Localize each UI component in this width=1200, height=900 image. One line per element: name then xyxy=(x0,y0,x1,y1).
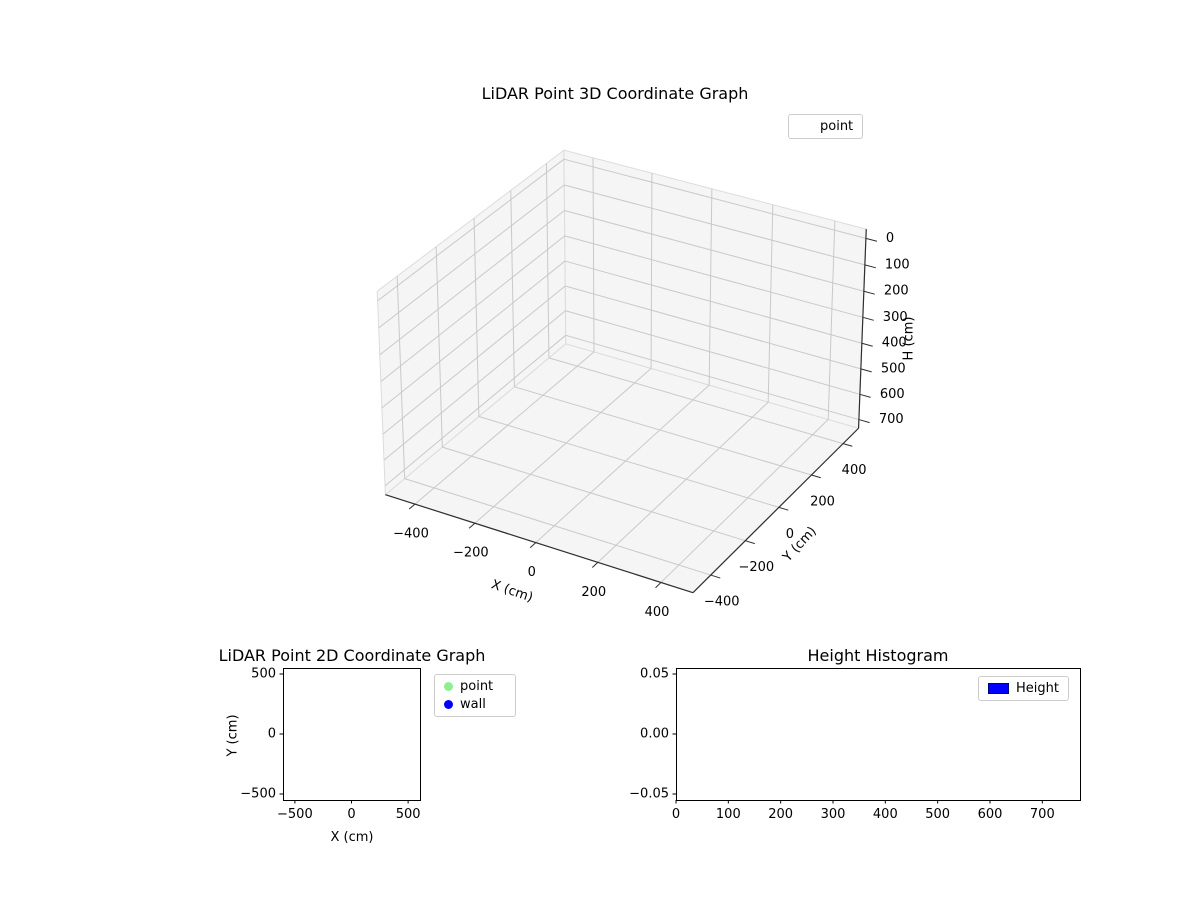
legend-item-wall: wall xyxy=(444,697,506,712)
svg-text:200: 200 xyxy=(810,495,835,510)
svg-text:0: 0 xyxy=(528,565,536,580)
svg-text:−200: −200 xyxy=(738,560,774,575)
plot3d-axes: −400 −200 0 200 400 −400 −200 0 200 400 0 100 200 300… xyxy=(376,149,910,620)
svg-text:600: 600 xyxy=(880,387,905,402)
svg-text:500: 500 xyxy=(925,807,950,822)
blank-marker-icon xyxy=(798,121,813,132)
svg-text:0: 0 xyxy=(672,807,680,822)
svg-text:−500: −500 xyxy=(240,787,276,802)
svg-text:400: 400 xyxy=(645,605,670,620)
svg-text:500: 500 xyxy=(396,807,421,822)
plot2d-axes: −500 0 500 −500 0 500 xyxy=(240,667,421,822)
histogram-legend: Height xyxy=(978,676,1069,701)
plot2d-yaxis-label: Y (cm) xyxy=(225,714,241,757)
svg-text:100: 100 xyxy=(885,257,910,272)
svg-text:0: 0 xyxy=(786,527,794,542)
legend-item-point: point xyxy=(798,119,853,134)
svg-text:0: 0 xyxy=(886,231,894,246)
svg-text:500: 500 xyxy=(251,667,276,682)
svg-text:0: 0 xyxy=(347,807,355,822)
legend-item-point: point xyxy=(444,679,506,694)
legend-item-height: Height xyxy=(988,681,1059,696)
plot3d-legend: point xyxy=(788,114,864,139)
legend-label: Height xyxy=(1016,681,1059,696)
svg-text:−200: −200 xyxy=(453,546,489,561)
histogram-axes: 0 100 200 300 400 500 600 700 −0.05 0.00 0.05 xyxy=(629,667,1081,822)
plot2d-title: LiDAR Point 2D Coordinate Graph xyxy=(218,646,486,665)
height-bar-marker-icon xyxy=(988,683,1009,694)
legend-label: point xyxy=(460,679,494,694)
svg-text:400: 400 xyxy=(873,807,898,822)
svg-text:100: 100 xyxy=(716,807,741,822)
svg-text:0.00: 0.00 xyxy=(640,727,669,742)
svg-text:500: 500 xyxy=(881,361,906,376)
svg-text:−400: −400 xyxy=(704,595,740,610)
svg-text:600: 600 xyxy=(978,807,1003,822)
svg-text:−400: −400 xyxy=(393,527,429,542)
svg-text:400: 400 xyxy=(882,336,907,351)
svg-text:0: 0 xyxy=(268,727,276,742)
svg-text:200: 200 xyxy=(884,284,909,299)
svg-text:200: 200 xyxy=(581,585,606,600)
svg-text:−0.05: −0.05 xyxy=(629,787,669,802)
legend-label: wall xyxy=(460,697,486,712)
svg-text:0.05: 0.05 xyxy=(640,667,669,682)
legend-label: point xyxy=(820,119,854,134)
plot2d-legend: point wall xyxy=(434,674,516,717)
svg-text:−500: −500 xyxy=(277,807,313,822)
plot3d-title: LiDAR Point 3D Coordinate Graph xyxy=(481,84,749,103)
point-marker-icon xyxy=(444,682,453,691)
histogram-title: Height Histogram xyxy=(807,646,949,665)
svg-text:300: 300 xyxy=(821,807,846,822)
svg-text:300: 300 xyxy=(883,310,908,325)
wall-marker-icon xyxy=(444,700,453,709)
svg-text:700: 700 xyxy=(1030,807,1055,822)
plot2d-xaxis-label: X (cm) xyxy=(330,830,374,845)
svg-text:700: 700 xyxy=(879,412,904,427)
svg-text:200: 200 xyxy=(768,807,793,822)
plot3d-zaxis-label: H (cm) xyxy=(901,316,917,361)
svg-text:400: 400 xyxy=(842,463,867,478)
